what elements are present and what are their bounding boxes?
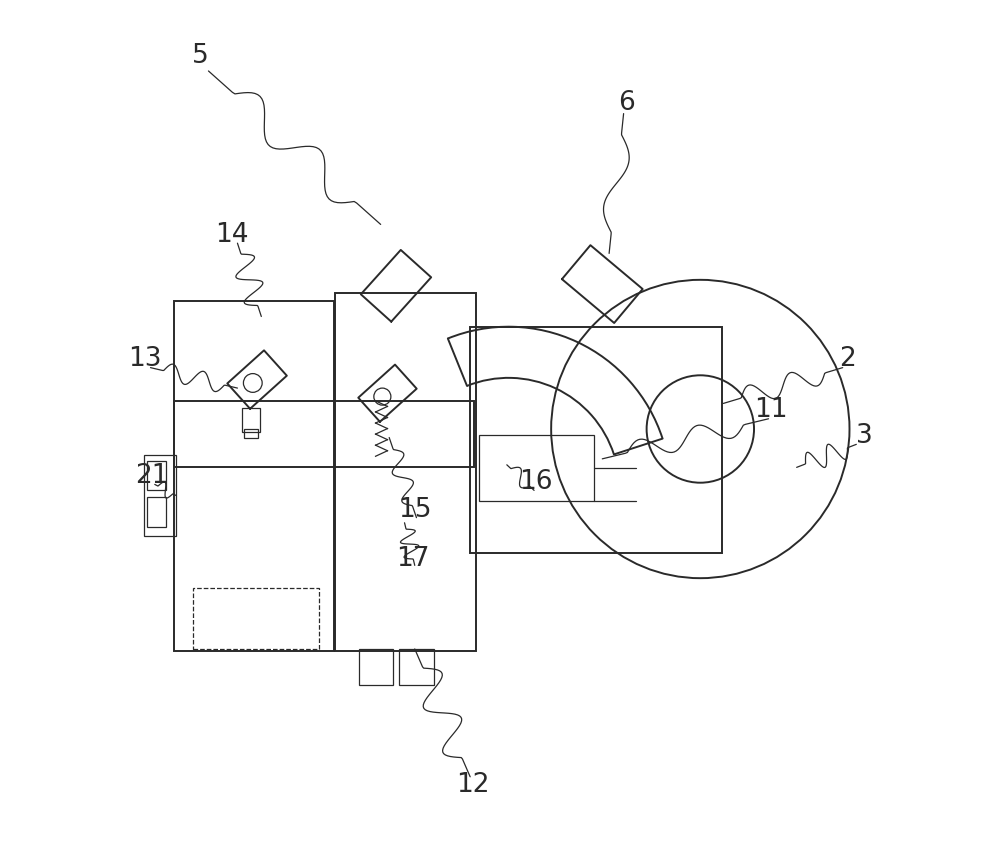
Bar	[144, 455, 176, 535]
Bar	[335, 293, 476, 650]
Bar	[399, 649, 434, 685]
Bar	[470, 327, 722, 553]
Text: 6: 6	[618, 90, 635, 117]
Bar	[242, 408, 260, 432]
Bar	[174, 401, 474, 468]
Bar	[147, 497, 166, 527]
Text: 14: 14	[215, 221, 248, 248]
Bar	[193, 588, 319, 649]
Text: 12: 12	[456, 772, 489, 798]
Text: 13: 13	[128, 346, 161, 372]
Text: 17: 17	[396, 546, 430, 571]
Text: 11: 11	[754, 397, 788, 423]
Text: 16: 16	[519, 468, 553, 495]
Bar	[479, 435, 594, 501]
Text: 2: 2	[839, 346, 856, 372]
Bar	[359, 649, 393, 685]
Text: 15: 15	[398, 497, 432, 523]
Bar	[244, 429, 258, 438]
Bar	[147, 461, 166, 491]
Bar	[174, 301, 334, 650]
Text: 5: 5	[192, 43, 208, 69]
Text: 21: 21	[135, 462, 169, 489]
Text: 3: 3	[856, 423, 873, 449]
